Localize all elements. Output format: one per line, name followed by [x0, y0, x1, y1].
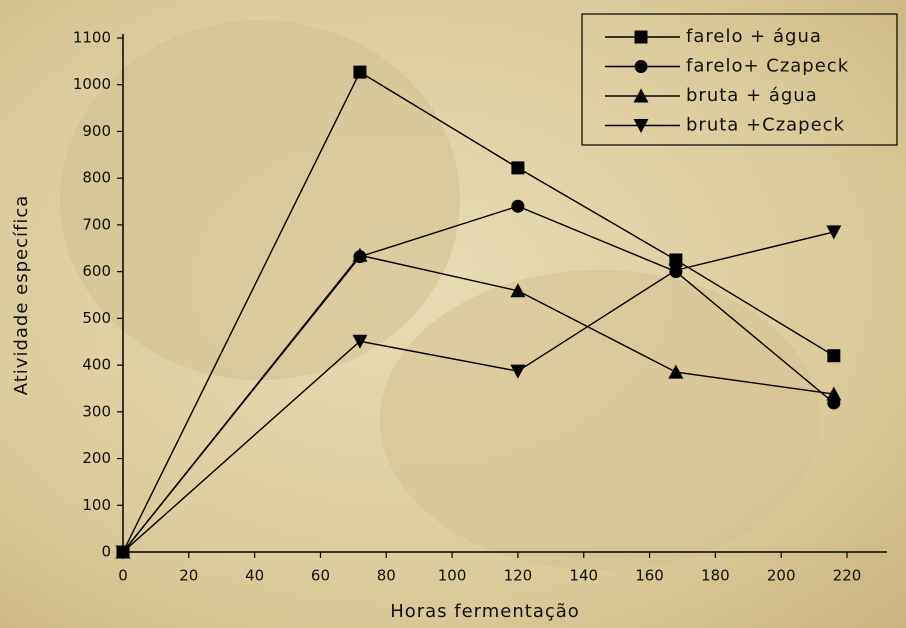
x-tick-label: 0 [118, 567, 128, 585]
data-point [511, 200, 524, 213]
legend-label: bruta +Czapeck [686, 115, 845, 136]
y-tick-label: 100 [82, 496, 111, 514]
y-tick-label: 500 [82, 309, 111, 327]
x-axis-title: Horas fermentação [390, 601, 580, 622]
legend-marker [635, 60, 648, 73]
y-tick-label: 200 [82, 449, 111, 467]
data-point [511, 161, 524, 174]
y-tick-label: 800 [82, 169, 111, 187]
x-tick-label: 200 [767, 567, 796, 585]
x-tick-label: 180 [701, 567, 730, 585]
legend-label: farelo + água [686, 26, 822, 47]
y-tick-label: 400 [82, 356, 111, 374]
x-tick-label: 100 [438, 567, 467, 585]
legend-label: farelo+ Czapeck [686, 56, 849, 77]
legend-label: bruta + água [686, 85, 818, 106]
data-point [353, 66, 366, 79]
legend-marker [635, 31, 648, 44]
data-point [827, 349, 840, 362]
background-shade [60, 20, 460, 380]
x-tick-label: 80 [377, 567, 396, 585]
background-shade [380, 270, 820, 570]
x-tick-label: 120 [504, 567, 533, 585]
x-tick-label: 40 [245, 567, 264, 585]
y-axis-title: Atividade específica [11, 195, 32, 396]
x-tick-label: 60 [311, 567, 330, 585]
x-tick-label: 140 [569, 567, 598, 585]
y-tick-label: 700 [82, 215, 111, 233]
y-tick-label: 900 [82, 122, 111, 140]
y-tick-label: 600 [82, 262, 111, 280]
x-tick-label: 220 [833, 567, 862, 585]
x-tick-label: 20 [179, 567, 198, 585]
x-tick-label: 160 [635, 567, 664, 585]
y-tick-label: 300 [82, 402, 111, 420]
chart: Horas fermentação Atividade específica 0… [0, 0, 906, 628]
y-tick-label: 0 [101, 543, 111, 561]
y-tick-label: 1000 [73, 75, 111, 93]
y-tick-label: 1100 [73, 29, 111, 47]
